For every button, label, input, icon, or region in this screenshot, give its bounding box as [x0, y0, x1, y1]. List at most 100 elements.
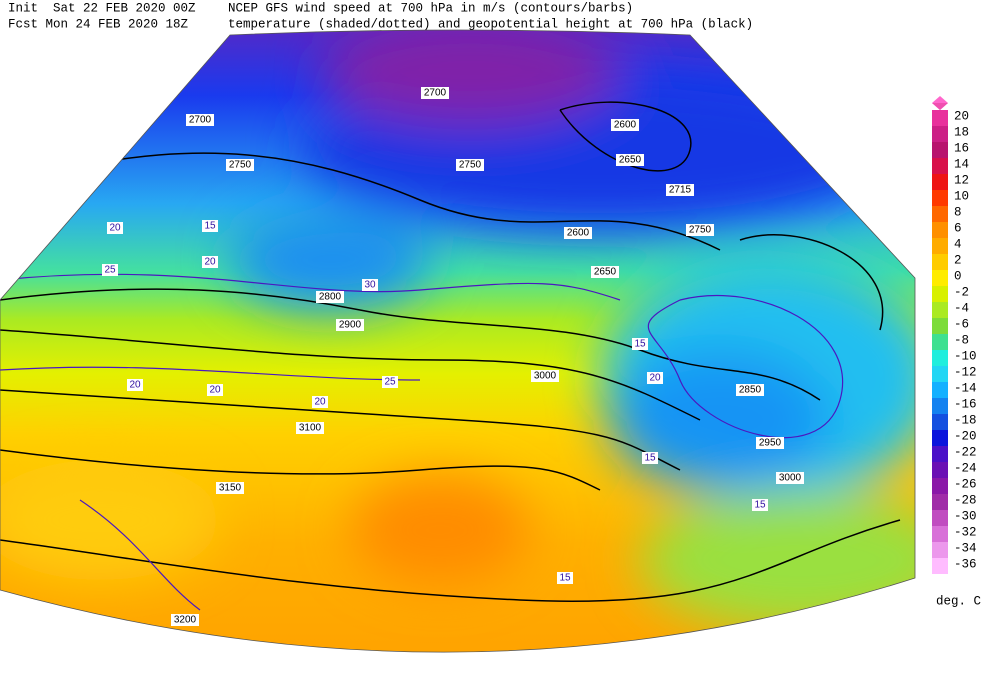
- height-label: 2850: [739, 385, 762, 396]
- wind-label-box: [647, 372, 663, 384]
- height-label: 2750: [689, 225, 712, 236]
- colorbar-label: 10: [954, 189, 969, 203]
- height-label: 2600: [614, 120, 637, 131]
- height-label-box: [736, 384, 764, 396]
- wind-label-box: [102, 264, 118, 276]
- colorbar-label: -16: [954, 397, 977, 411]
- colorbar-label: -22: [954, 445, 977, 459]
- height-label: 2800: [319, 292, 342, 303]
- colorbar-swatch: [932, 366, 948, 382]
- colorbar-arrow-base: [932, 103, 948, 110]
- colorbar-swatch: [932, 318, 948, 334]
- colorbar-label: 8: [954, 205, 962, 219]
- colorbar-label: -2: [954, 285, 969, 299]
- colorbar-swatch: [932, 334, 948, 350]
- colorbar-swatch: [932, 126, 948, 142]
- height-label-box: [776, 472, 804, 484]
- colorbar-swatch: [932, 238, 948, 254]
- colorbar-swatch: [932, 142, 948, 158]
- colorbar-swatch: [932, 430, 948, 446]
- colorbar-swatch: [932, 254, 948, 270]
- colorbar-label: -32: [954, 525, 977, 539]
- colorbar-label: 18: [954, 125, 969, 139]
- height-label-box: [316, 291, 344, 303]
- height-label-box: [616, 154, 644, 166]
- wind-label-box: [202, 220, 218, 232]
- wind-label-box: [382, 376, 398, 388]
- title-line-2: temperature (shaded/dotted) and geopoten…: [228, 17, 753, 31]
- wind-label-box: [107, 222, 123, 234]
- wind-label-box: [202, 256, 218, 268]
- title-line-1: NCEP GFS wind speed at 700 hPa in m/s (c…: [228, 1, 633, 15]
- colorbar-swatch: [932, 382, 948, 398]
- wind-label: 15: [204, 221, 216, 232]
- height-label-box: [611, 119, 639, 131]
- wind-label-box: [557, 572, 573, 584]
- height-label: 3000: [534, 371, 557, 382]
- height-label-box: [296, 422, 324, 434]
- height-label: 3000: [779, 473, 802, 484]
- colorbar-label: -14: [954, 381, 977, 395]
- colorbar-swatch: [932, 558, 948, 574]
- colorbar-label: 16: [954, 141, 969, 155]
- colorbar-swatch: [932, 286, 948, 302]
- height-label-box: [186, 114, 214, 126]
- height-label: 2700: [424, 88, 447, 99]
- colorbar-swatch: [932, 542, 948, 558]
- colorbar-label: 0: [954, 269, 962, 283]
- height-label-box: [171, 614, 199, 626]
- wind-label-box: [752, 499, 768, 511]
- colorbar-swatch: [932, 190, 948, 206]
- height-label-box: [686, 224, 714, 236]
- colorbar-label: -34: [954, 541, 977, 555]
- colorbar-label: -30: [954, 509, 977, 523]
- colorbar-label: -20: [954, 429, 977, 443]
- height-label: 2600: [567, 228, 590, 239]
- colorbar-swatch: [932, 510, 948, 526]
- colorbar-label: 6: [954, 221, 962, 235]
- wind-label: 20: [209, 385, 221, 396]
- height-label-box: [226, 159, 254, 171]
- colorbar-swatch: [932, 414, 948, 430]
- colorbar-swatch: [932, 526, 948, 542]
- wind-label-box: [642, 452, 658, 464]
- height-label-box: [456, 159, 484, 171]
- height-label-box: [216, 482, 244, 494]
- colorbar-label: -36: [954, 557, 977, 571]
- height-label-box: [531, 370, 559, 382]
- height-label-box: [564, 227, 592, 239]
- colorbar-swatch: [932, 446, 948, 462]
- wind-label: 20: [314, 397, 326, 408]
- colorbar-label: 4: [954, 237, 962, 251]
- colorbar-swatch: [932, 222, 948, 238]
- colorbar-label: 20: [954, 109, 969, 123]
- wind-label: 15: [644, 453, 656, 464]
- colorbar-swatch: [932, 174, 948, 190]
- colorbar-swatch: [932, 398, 948, 414]
- map-area: [0, 30, 915, 653]
- wind-label: 20: [649, 373, 661, 384]
- colorbar-label: -8: [954, 333, 969, 347]
- height-label-box: [421, 87, 449, 99]
- height-label: 2700: [189, 115, 212, 126]
- colorbar-label: 12: [954, 173, 969, 187]
- colorbar-label: -18: [954, 413, 977, 427]
- wind-label-box: [362, 279, 378, 291]
- wind-label: 15: [559, 573, 571, 584]
- wind-label: 25: [104, 265, 116, 276]
- wind-label: 25: [384, 377, 396, 388]
- wind-label: 15: [754, 500, 766, 511]
- height-label: 3150: [219, 483, 242, 494]
- wind-label-box: [207, 384, 223, 396]
- colorbar-label: -12: [954, 365, 977, 379]
- height-label: 3200: [174, 615, 197, 626]
- colorbar-label: -6: [954, 317, 969, 331]
- height-label: 2650: [619, 155, 642, 166]
- height-label-box: [591, 266, 619, 278]
- height-label-box: [336, 319, 364, 331]
- colorbar-swatch: [932, 110, 948, 126]
- colorbar-label: -4: [954, 301, 969, 315]
- wind-label-box: [312, 396, 328, 408]
- wind-label-box: [632, 338, 648, 350]
